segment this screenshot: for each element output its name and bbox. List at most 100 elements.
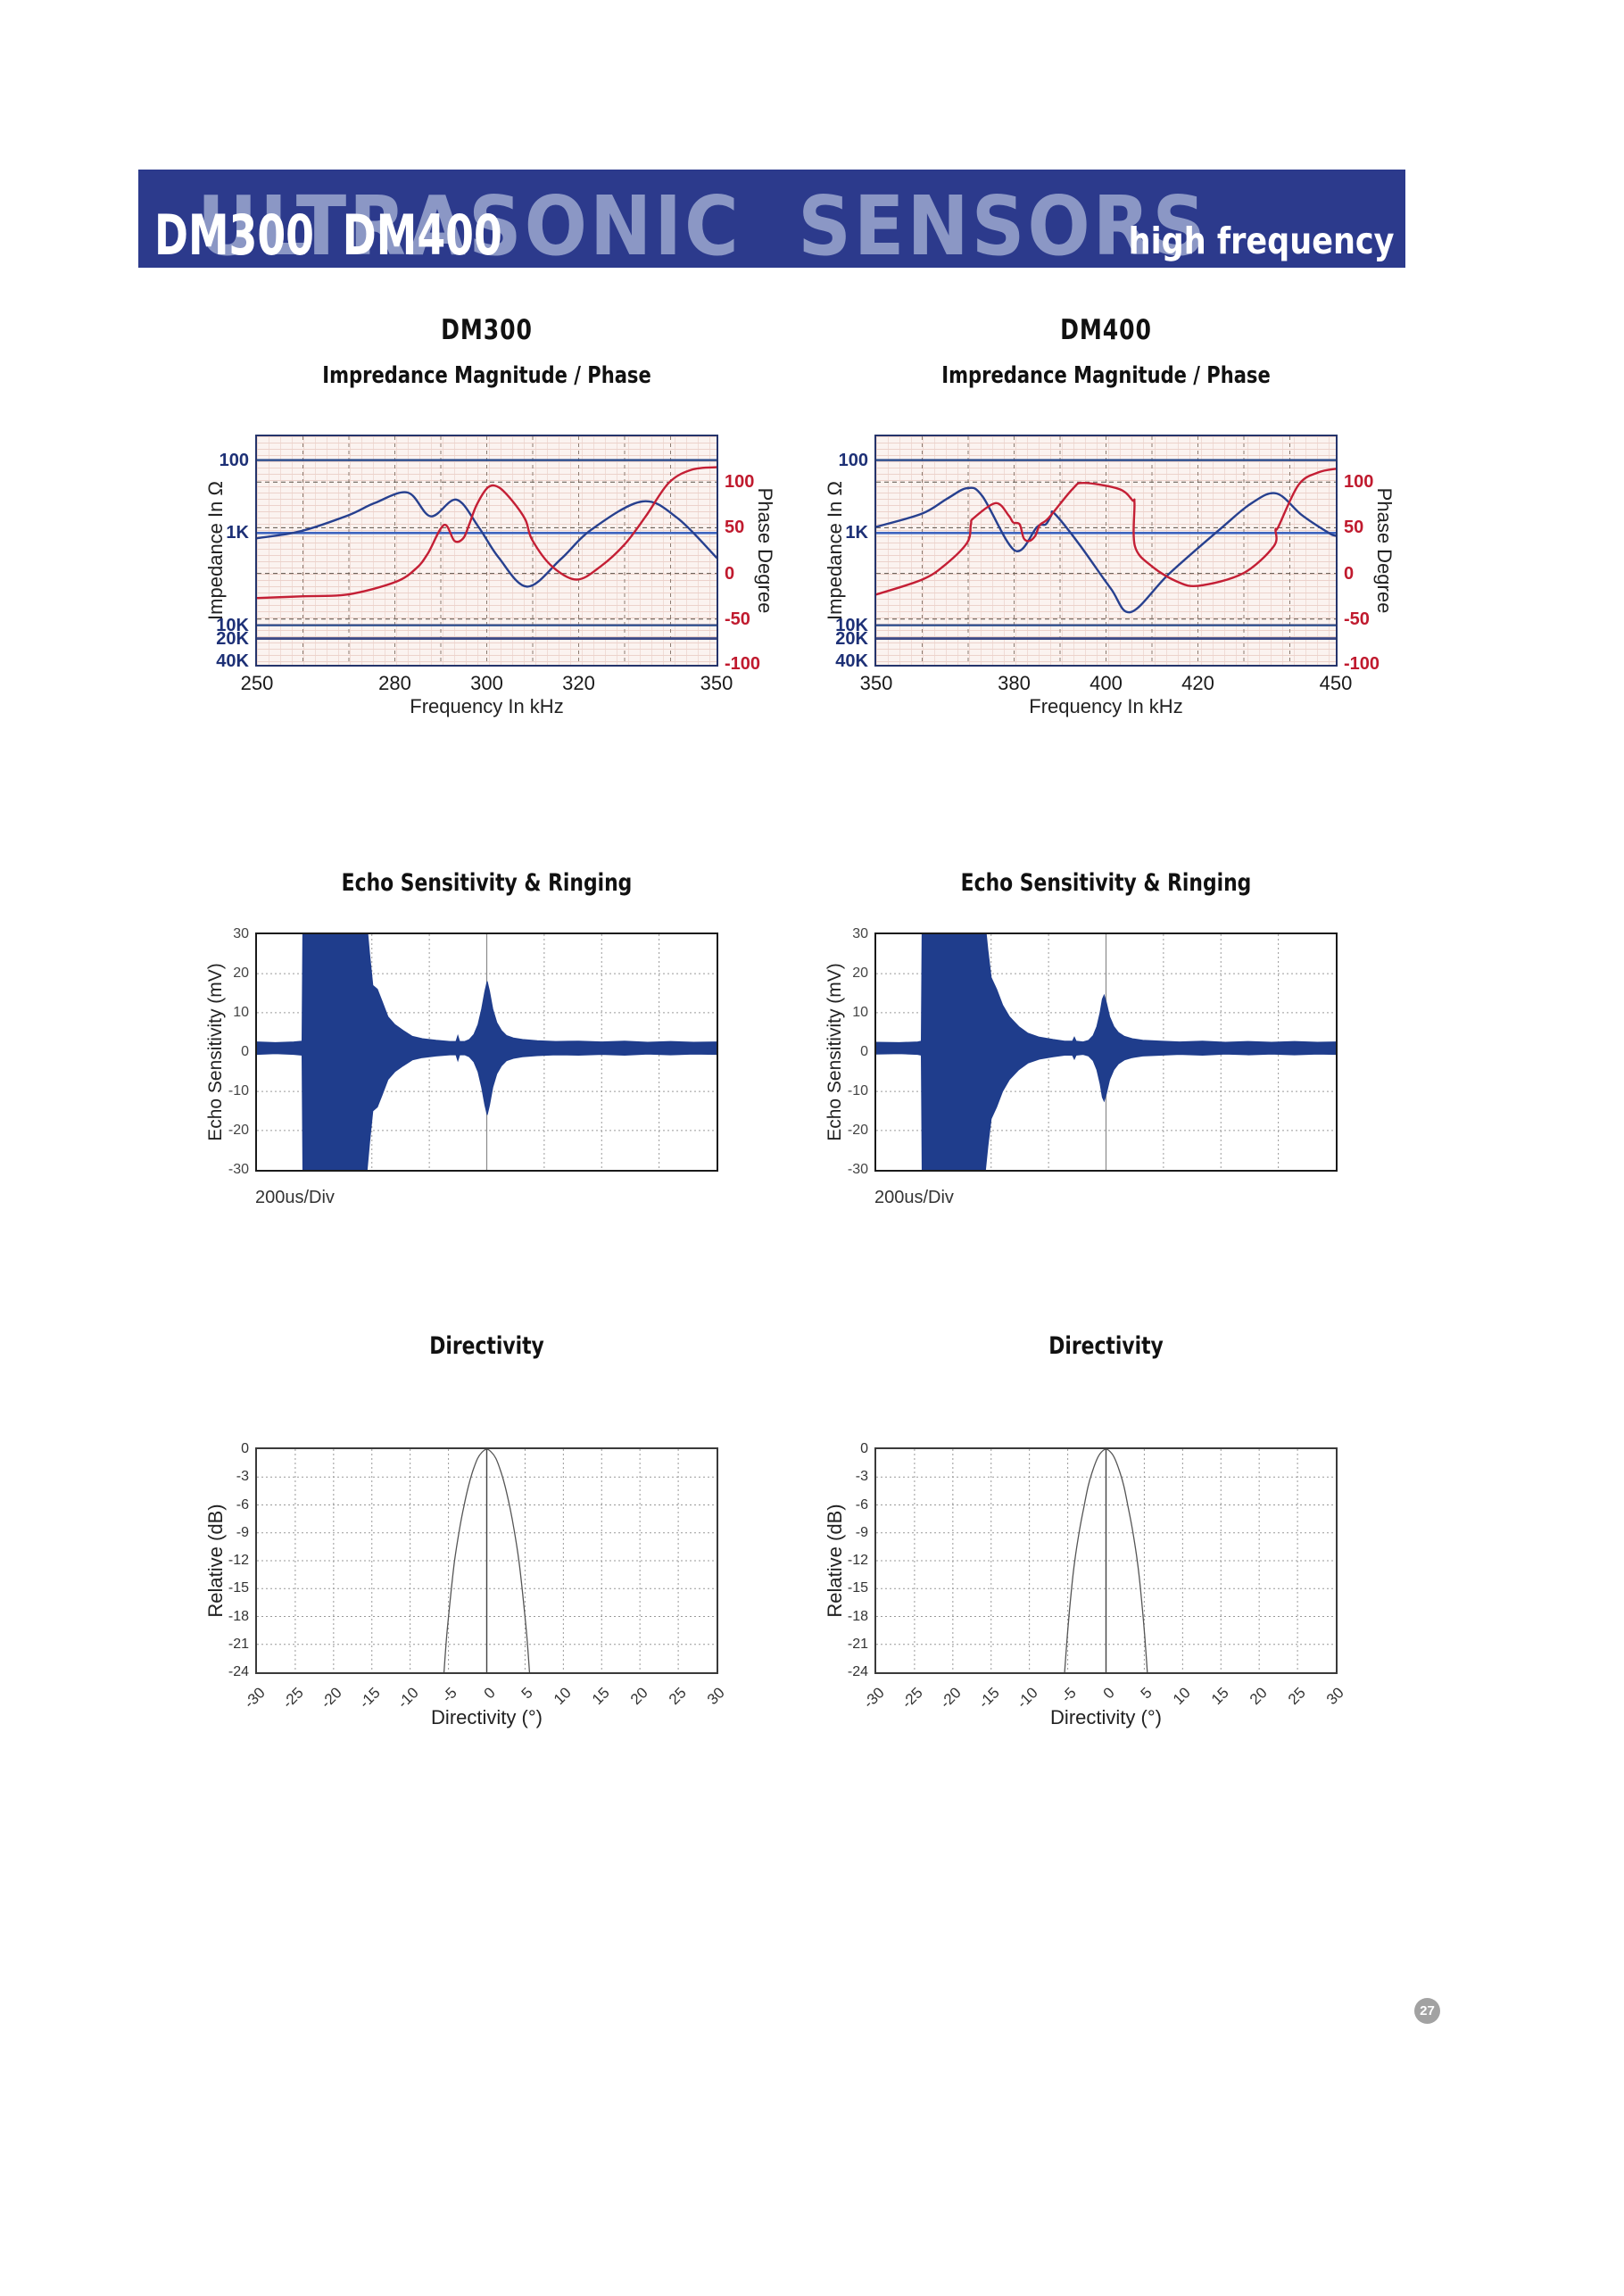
axis-tick-label: -20 bbox=[317, 1684, 345, 1712]
axis-tick-label: -100 bbox=[725, 653, 761, 674]
axis-tick-label: 0 bbox=[860, 1441, 868, 1456]
frequency-x-axis-title: Frequency In kHz bbox=[1029, 695, 1183, 717]
axis-tick-label: 100 bbox=[725, 472, 755, 493]
impedance-y-axis-title: Impedance In Ω bbox=[824, 481, 846, 620]
axis-tick-label: -21 bbox=[228, 1636, 249, 1652]
axis-tick-label: -30 bbox=[240, 1684, 269, 1712]
axis-tick-label: 0 bbox=[241, 1441, 249, 1456]
plot-area bbox=[257, 934, 717, 1170]
axis-tick-label: 50 bbox=[725, 518, 745, 538]
dm300-directivity-chart: Relative (dB) Directivity (°) 0 -3 -6 -9 -12… bbox=[204, 1442, 728, 1729]
axis-tick-label: 0 bbox=[1344, 563, 1355, 584]
axis-tick-label: -21 bbox=[847, 1636, 868, 1652]
axis-tick-label: 5 bbox=[1137, 1684, 1156, 1703]
plot-area bbox=[257, 436, 717, 665]
axis-tick-label: 380 bbox=[998, 672, 1031, 694]
axis-tick-label: 450 bbox=[1319, 672, 1353, 694]
axis-tick-label: 1K bbox=[845, 523, 868, 543]
axis-tick-label: -6 bbox=[855, 1496, 868, 1513]
phase-y-axis-title: Phase Degree bbox=[754, 487, 776, 614]
axis-tick-label: -24 bbox=[228, 1664, 249, 1679]
axis-tick-label: -12 bbox=[228, 1553, 249, 1568]
time-scale-caption: 200us/Div bbox=[255, 1188, 335, 1207]
axis-tick-label: 50 bbox=[1344, 518, 1364, 538]
axis-tick-label: 300 bbox=[470, 672, 503, 694]
directivity-x-axis-title: Directivity (°) bbox=[431, 1706, 543, 1728]
axis-tick-label: -10 bbox=[847, 1083, 868, 1099]
axis-tick-label: 0 bbox=[241, 1044, 249, 1059]
axis-tick-label: -30 bbox=[228, 1162, 249, 1177]
axis-tick-label: 10 bbox=[852, 1004, 868, 1020]
axis-tick-label: -9 bbox=[236, 1524, 249, 1540]
dm300-impedance-chart: Impedance In Ω Phase Degree Frequency In… bbox=[204, 435, 776, 717]
axis-tick-label: 100 bbox=[838, 450, 868, 470]
axis-tick-label: -20 bbox=[936, 1684, 965, 1712]
axis-tick-label: -3 bbox=[236, 1469, 249, 1485]
axis-tick-label: -9 bbox=[855, 1524, 868, 1540]
axis-tick-label: -10 bbox=[1013, 1684, 1041, 1712]
relative-db-y-axis-title: Relative (dB) bbox=[824, 1504, 846, 1618]
axis-tick-label: -5 bbox=[1057, 1684, 1080, 1706]
axis-tick-label: 20 bbox=[1247, 1684, 1271, 1709]
axis-tick-label: -15 bbox=[355, 1684, 384, 1712]
axis-tick-label: 15 bbox=[589, 1684, 613, 1709]
impedance-y-axis-title: Impedance In Ω bbox=[204, 481, 227, 620]
axis-tick-label: -10 bbox=[394, 1684, 422, 1712]
axis-tick-label: -30 bbox=[847, 1162, 868, 1177]
dm400-impedance-chart: Impedance In Ω Phase Degree Frequency In… bbox=[824, 435, 1396, 717]
axis-tick-label: 420 bbox=[1181, 672, 1214, 694]
axis-tick-label: 10K bbox=[835, 615, 868, 635]
axis-tick-label: -24 bbox=[847, 1664, 868, 1679]
axis-tick-label: 320 bbox=[562, 672, 595, 694]
axis-tick-label: 280 bbox=[378, 672, 411, 694]
frequency-x-axis-title: Frequency In kHz bbox=[410, 695, 564, 717]
page-number: 27 bbox=[1420, 2003, 1435, 2018]
axis-tick-label: 10K bbox=[216, 615, 249, 635]
plot-area bbox=[257, 1449, 717, 1672]
dm300-echo-section-title: Echo Sensitivity & Ringing bbox=[341, 869, 633, 897]
relative-db-y-axis-title: Relative (dB) bbox=[204, 1504, 227, 1618]
directivity-x-axis-title: Directivity (°) bbox=[1050, 1706, 1162, 1728]
echo-y-axis-title: Echo Sensitivity (mV) bbox=[824, 963, 845, 1141]
axis-tick-label: 350 bbox=[700, 672, 733, 694]
dm400-model-title: DM400 bbox=[1060, 314, 1152, 346]
dm300-impedance-section-title: Impredance Magnitude / Phase bbox=[322, 362, 651, 389]
axis-tick-label: -20 bbox=[847, 1122, 868, 1138]
axis-tick-label: -15 bbox=[974, 1684, 1003, 1712]
axis-tick-label: 25 bbox=[1285, 1684, 1309, 1709]
axis-tick-label: -18 bbox=[847, 1608, 868, 1624]
axis-tick-label: 30 bbox=[1322, 1684, 1347, 1709]
dm400-echo-section-title: Echo Sensitivity & Ringing bbox=[960, 869, 1252, 897]
axis-tick-label: 350 bbox=[859, 672, 893, 694]
axis-tick-label: 20 bbox=[627, 1684, 651, 1709]
page-number-badge: 27 bbox=[1414, 1998, 1440, 2024]
axis-tick-label: 30 bbox=[852, 926, 868, 941]
axis-tick-label: -100 bbox=[1344, 653, 1380, 674]
axis-tick-label: 250 bbox=[240, 672, 274, 694]
axis-tick-label: -25 bbox=[278, 1684, 307, 1712]
axis-tick-label: 20K bbox=[835, 628, 868, 649]
dm300-echo-chart: Echo Sensitivity (mV) 200us/Div 30 20 10 0 -… bbox=[205, 927, 718, 1207]
axis-tick-label: -20 bbox=[228, 1122, 249, 1138]
dm400-echo-chart: Echo Sensitivity (mV) 200us/Div 30 20 10 0 -… bbox=[824, 927, 1338, 1207]
axis-tick-label: -5 bbox=[438, 1684, 460, 1706]
plot-area bbox=[876, 436, 1336, 665]
axis-tick-label: 25 bbox=[666, 1684, 690, 1709]
axis-tick-label: 0 bbox=[725, 563, 735, 584]
axis-tick-label: 0 bbox=[480, 1684, 499, 1703]
header-ghost-text: ULTRASONIC SENSORS bbox=[197, 178, 1209, 268]
axis-tick-label: -25 bbox=[898, 1684, 926, 1712]
axis-tick-label: -3 bbox=[855, 1469, 868, 1485]
axis-tick-label: -12 bbox=[847, 1553, 868, 1568]
axis-tick-label: 0 bbox=[860, 1044, 868, 1059]
dm400-directivity-chart: Relative (dB) Directivity (°) 0 -3 -6 -9 -12… bbox=[824, 1442, 1347, 1729]
axis-tick-label: 40K bbox=[835, 651, 868, 672]
axis-tick-label: -50 bbox=[725, 609, 750, 629]
phase-y-axis-title: Phase Degree bbox=[1373, 487, 1396, 614]
axis-tick-label: 10 bbox=[233, 1004, 249, 1020]
axis-tick-label: 5 bbox=[518, 1684, 537, 1703]
axis-tick-label: 30 bbox=[703, 1684, 728, 1709]
axis-tick-label: 20 bbox=[852, 966, 868, 982]
plot-area bbox=[876, 934, 1336, 1170]
